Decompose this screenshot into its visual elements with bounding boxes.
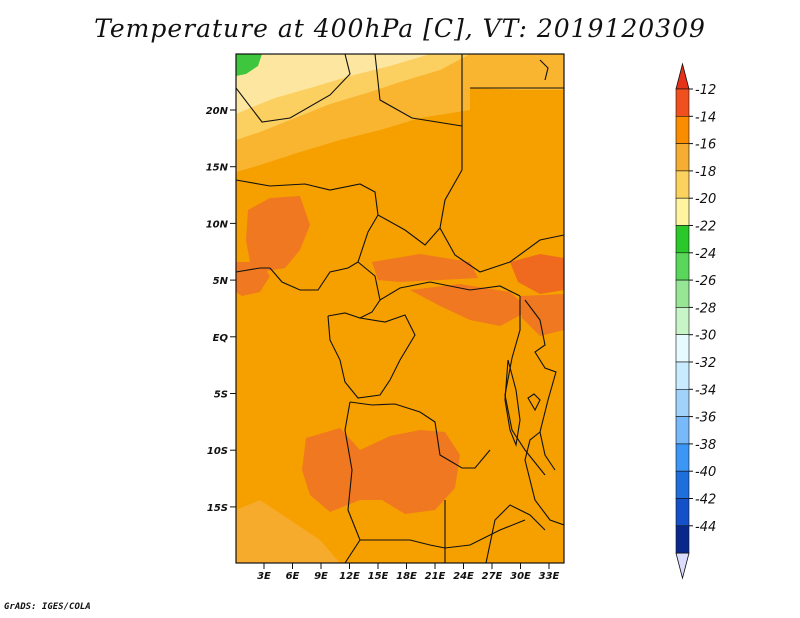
lat-tick-label: 10N — [206, 219, 229, 230]
colorbar-label: -28 — [695, 301, 716, 316]
colorbar-label: -20 — [695, 192, 716, 207]
lat-tick-label: EQ — [213, 333, 229, 344]
colorbar-swatch — [675, 252, 690, 281]
colorbar-top-arrow — [675, 62, 690, 90]
colorbar-swatch — [675, 334, 690, 363]
lake-tanganyika — [504, 359, 521, 448]
grads-credit: GrADS: IGES/COLA — [4, 602, 91, 612]
colorbar-swatch — [675, 498, 690, 527]
colorbar-label: -30 — [695, 329, 716, 344]
lat-tick-label: 20N — [206, 106, 229, 117]
border-cameroon — [327, 261, 381, 319]
longitude-axis: 3E 6E 9E 12E 15E 18E 21E 24E 27E 30E 33E — [257, 563, 560, 582]
colorbar-swatch — [675, 361, 690, 390]
colorbar-label: -32 — [695, 356, 716, 371]
temperature-field — [236, 54, 564, 563]
border-congo-gabon — [327, 314, 416, 399]
colorbar-swatch — [675, 443, 690, 472]
lon-tick-label: 9E — [314, 571, 328, 582]
lat-tick-label: 5N — [213, 276, 229, 287]
colorbar-label: -38 — [695, 438, 716, 453]
colorbar-swatch — [675, 116, 690, 144]
lake-victoria — [527, 393, 541, 412]
border-zimbabwe — [485, 504, 546, 563]
colorbar-label: -40 — [695, 465, 716, 480]
lon-tick-label: 6E — [286, 571, 300, 582]
border-car-south — [379, 281, 521, 301]
lat-tick-label: 15S — [207, 503, 228, 514]
lon-tick-label: 27E — [482, 571, 503, 582]
colorbar-swatch — [675, 388, 690, 417]
colorbar-bottom-arrow — [675, 552, 690, 580]
colorbar-swatch — [675, 225, 690, 254]
lon-tick-label: 18E — [396, 571, 417, 582]
colorbar-swatch — [675, 470, 690, 499]
border-malawi-zambia — [524, 431, 564, 526]
lat-tick-label: 15N — [206, 163, 229, 174]
field-band-minus20 — [236, 54, 430, 114]
field-warm-patch-south-sudan — [410, 284, 530, 326]
colorbar-label: -16 — [695, 138, 716, 153]
border-coast-west — [236, 267, 270, 273]
lon-tick-label: 21E — [425, 571, 446, 582]
country-borders — [236, 54, 564, 563]
border-niger-libya — [374, 54, 463, 127]
colorbar-label: -34 — [695, 383, 716, 398]
map-title: Temperature at 400hPa [C], VT: 201912030… — [94, 14, 706, 43]
border-algeria-mali — [236, 54, 351, 123]
colorbar-label: -36 — [695, 411, 716, 426]
field-band-minus24 — [236, 54, 262, 76]
colorbar-swatch — [675, 88, 690, 117]
border-angola-coast — [344, 401, 361, 563]
latitude-axis: 20N 15N 10N 5N EQ 5S 10S 15S — [206, 106, 236, 514]
colorbar-label: -12 — [695, 83, 716, 98]
colorbar-label: -26 — [695, 274, 716, 289]
border-drc-angola — [349, 401, 491, 469]
lat-tick-label: 5S — [214, 390, 228, 401]
colorbar: -12 -14 -16 -18 -20 -22 -24 -26 -28 -30 -32 -34 -36 -… — [675, 62, 716, 580]
colorbar-label: -14 — [695, 110, 716, 125]
colorbar-label: -18 — [695, 165, 716, 180]
field-warm-patch-central — [372, 254, 478, 282]
map-frame — [235, 53, 565, 564]
lon-tick-label: 33E — [539, 571, 560, 582]
colorbar-label: -22 — [695, 220, 716, 235]
colorbar-label: -44 — [695, 520, 716, 535]
field-warm-patch-west — [246, 196, 310, 272]
sinai-coast — [539, 59, 549, 81]
colorbar-label: -24 — [695, 247, 716, 262]
border-east-africa — [524, 299, 557, 471]
colorbar-swatch — [675, 197, 690, 226]
lat-tick-label: 10S — [207, 446, 228, 457]
colorbar-label: -42 — [695, 493, 716, 508]
colorbar-swatch — [675, 525, 690, 554]
field-warm-patch-east — [520, 294, 564, 336]
lon-tick-label: 24E — [453, 571, 474, 582]
field-band-minus16-south — [236, 500, 340, 563]
colorbar-swatch — [675, 416, 690, 445]
colorbar-swatch — [675, 307, 690, 335]
border-chad-sudan — [439, 126, 564, 273]
field-warm-patch-angola — [302, 428, 460, 514]
border-niger-nigeria — [236, 179, 379, 291]
lon-tick-label: 30E — [510, 571, 531, 582]
colorbar-swatch — [675, 143, 690, 172]
field-band-minus16-ne — [470, 54, 564, 90]
colorbar-swatch — [675, 279, 690, 308]
lon-tick-label: 12E — [339, 571, 360, 582]
lon-tick-label: 3E — [257, 571, 271, 582]
field-warmer-patch-ethiopia — [510, 254, 564, 294]
lon-tick-label: 15E — [368, 571, 389, 582]
border-chad-car-north — [377, 214, 441, 246]
colorbar-swatch — [675, 170, 690, 199]
